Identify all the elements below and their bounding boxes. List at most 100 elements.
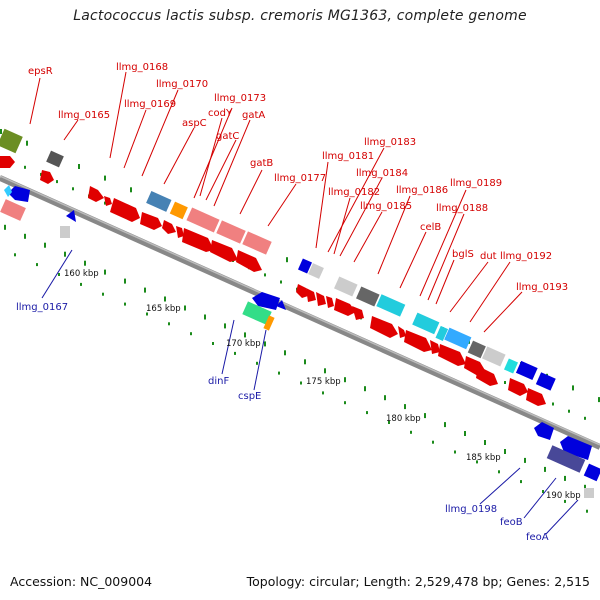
gene-block-skyblue[interactable] bbox=[444, 327, 472, 350]
gene-block-pink[interactable] bbox=[242, 231, 272, 255]
gene-arrow-forward[interactable] bbox=[326, 296, 334, 308]
gene-label[interactable]: llmg_0185 bbox=[360, 201, 412, 212]
gene-block-cyan[interactable] bbox=[376, 294, 406, 317]
gene-arrow-forward[interactable] bbox=[398, 326, 406, 338]
gene-label[interactable]: llmg_0170 bbox=[156, 79, 208, 90]
gene-arrow-reverse[interactable] bbox=[8, 186, 30, 202]
gene-label[interactable]: bglS bbox=[452, 249, 474, 260]
gene-label[interactable]: feoA bbox=[526, 532, 549, 543]
gene-label[interactable]: llmg_0168 bbox=[116, 62, 168, 73]
gene-arrow-forward[interactable] bbox=[162, 220, 176, 234]
lower-gene-labels: llmg_0167 dinF cspE llmg_0198 feoB feoA bbox=[16, 302, 549, 543]
gene-block-grey[interactable] bbox=[356, 286, 380, 307]
gene-arrow-forward[interactable] bbox=[0, 156, 15, 168]
gene-arrow-forward[interactable] bbox=[370, 316, 398, 338]
gene-label[interactable]: llmg_0167 bbox=[16, 302, 68, 313]
gene-arrow-forward[interactable] bbox=[430, 340, 440, 354]
gene-arrow-forward[interactable] bbox=[316, 292, 326, 306]
gene-arrow-reverse[interactable] bbox=[560, 436, 592, 460]
gene-arrow-forward[interactable] bbox=[438, 344, 466, 366]
tick-mark bbox=[64, 251, 66, 257]
gene-arrow-forward[interactable] bbox=[404, 330, 432, 352]
gene-label[interactable]: llmg_0169 bbox=[124, 99, 176, 110]
gene-label[interactable]: llmg_0183 bbox=[364, 137, 416, 148]
gene-arrow-forward[interactable] bbox=[110, 198, 140, 222]
gene-block-slateblue[interactable] bbox=[546, 445, 586, 473]
gene-arrow-reverse[interactable] bbox=[276, 300, 286, 310]
gene-arrow-forward[interactable] bbox=[88, 186, 104, 202]
gene-arrow-forward[interactable] bbox=[182, 228, 214, 252]
gene-arrow-forward[interactable] bbox=[306, 288, 316, 302]
gene-label[interactable]: dinF bbox=[208, 376, 229, 387]
gene-arrow-forward[interactable] bbox=[176, 226, 184, 238]
gene-label[interactable]: llmg_0182 bbox=[328, 187, 380, 198]
gene-block-pink[interactable] bbox=[0, 199, 26, 221]
gene-block-lightgrey[interactable] bbox=[60, 226, 70, 238]
gene-block-orange[interactable] bbox=[169, 201, 188, 220]
gene-label[interactable]: llmg_0165 bbox=[58, 110, 110, 121]
gene-block-lightgrey[interactable] bbox=[334, 276, 358, 297]
gene-block-grey[interactable] bbox=[467, 340, 486, 359]
gene-label[interactable]: dut bbox=[480, 251, 497, 262]
gene-label[interactable]: llmg_0181 bbox=[322, 151, 374, 162]
gene-block-blue[interactable] bbox=[515, 360, 538, 381]
gene-block-lightgrey[interactable] bbox=[482, 346, 506, 367]
gene-arrow-reverse[interactable] bbox=[252, 292, 280, 310]
tick-mark bbox=[344, 401, 346, 405]
gene-label[interactable]: llmg_0186 bbox=[396, 185, 448, 196]
gene-arrow-forward[interactable] bbox=[210, 240, 238, 262]
gene-arrow-forward[interactable] bbox=[476, 366, 498, 386]
gene-label[interactable]: llmg_0193 bbox=[516, 282, 568, 293]
gene-label[interactable]: llmg_0173 bbox=[214, 93, 266, 104]
gene-arrow-reverse[interactable] bbox=[534, 422, 554, 440]
gene-block-blue[interactable] bbox=[535, 372, 556, 391]
gene-arrow-forward[interactable] bbox=[508, 378, 528, 396]
gene-block-lightgrey[interactable] bbox=[308, 263, 324, 279]
gene-label[interactable]: gatC bbox=[216, 131, 239, 142]
tick-mark bbox=[104, 201, 106, 205]
tick-mark bbox=[280, 280, 282, 284]
gene-block-orange[interactable] bbox=[263, 315, 275, 331]
gene-arrow-forward[interactable] bbox=[526, 388, 546, 406]
scale-labels: 160 kbp 165 kbp 170 kbp 175 kbp 180 kbp … bbox=[64, 269, 581, 501]
gene-arrow-forward[interactable] bbox=[40, 170, 54, 184]
gene-block-grey[interactable] bbox=[46, 150, 64, 168]
gene-label[interactable]: celB bbox=[420, 222, 441, 233]
gene-label[interactable]: cspE bbox=[238, 391, 261, 402]
gene-label[interactable]: gatB bbox=[250, 158, 273, 169]
gene-block-cyan[interactable] bbox=[412, 312, 440, 335]
gene-arrow-forward[interactable] bbox=[334, 298, 356, 316]
gene-block-olive[interactable] bbox=[0, 128, 23, 154]
gene-label[interactable]: epsR bbox=[28, 66, 53, 77]
gene-label[interactable]: gatA bbox=[242, 110, 265, 121]
tick-mark bbox=[104, 269, 106, 275]
gene-label[interactable]: llmg_0177 bbox=[274, 173, 326, 184]
gene-block-blue[interactable] bbox=[583, 463, 600, 482]
gene-label[interactable]: llmg_0184 bbox=[356, 168, 408, 179]
gene-arrow-reverse[interactable] bbox=[66, 210, 76, 222]
gene-label[interactable]: llmg_0189 bbox=[450, 178, 502, 189]
tick-mark bbox=[504, 449, 506, 454]
gene-label[interactable]: codY bbox=[208, 108, 233, 119]
gene-block-steelblue[interactable] bbox=[146, 191, 172, 212]
gene-label[interactable]: feoB bbox=[500, 517, 523, 528]
gene-block-cyan[interactable] bbox=[503, 358, 519, 374]
gene-block-lightgrey[interactable] bbox=[584, 488, 594, 498]
gene-label[interactable]: aspC bbox=[182, 118, 207, 129]
gene-block-green[interactable] bbox=[242, 301, 272, 325]
gene-arrow-forward[interactable] bbox=[236, 250, 262, 272]
tick-mark bbox=[300, 381, 302, 385]
gene-arrow-forward[interactable] bbox=[140, 212, 162, 230]
gene-block-blue[interactable] bbox=[297, 258, 313, 274]
gene-arrow-forward[interactable] bbox=[104, 196, 112, 206]
gene-arrow-cyan[interactable] bbox=[4, 185, 12, 197]
tick-mark bbox=[366, 411, 368, 415]
gene-arrow-forward[interactable] bbox=[296, 284, 308, 298]
gene-label[interactable]: llmg_0198 bbox=[445, 504, 497, 515]
gene-block-pink[interactable] bbox=[186, 207, 220, 233]
gene-arrow-forward[interactable] bbox=[352, 306, 364, 320]
gene-label[interactable]: llmg_0188 bbox=[436, 203, 488, 214]
gene-block-cyan[interactable] bbox=[435, 325, 449, 342]
gene-label[interactable]: llmg_0192 bbox=[500, 251, 552, 262]
gene-block-pink[interactable] bbox=[216, 220, 246, 244]
